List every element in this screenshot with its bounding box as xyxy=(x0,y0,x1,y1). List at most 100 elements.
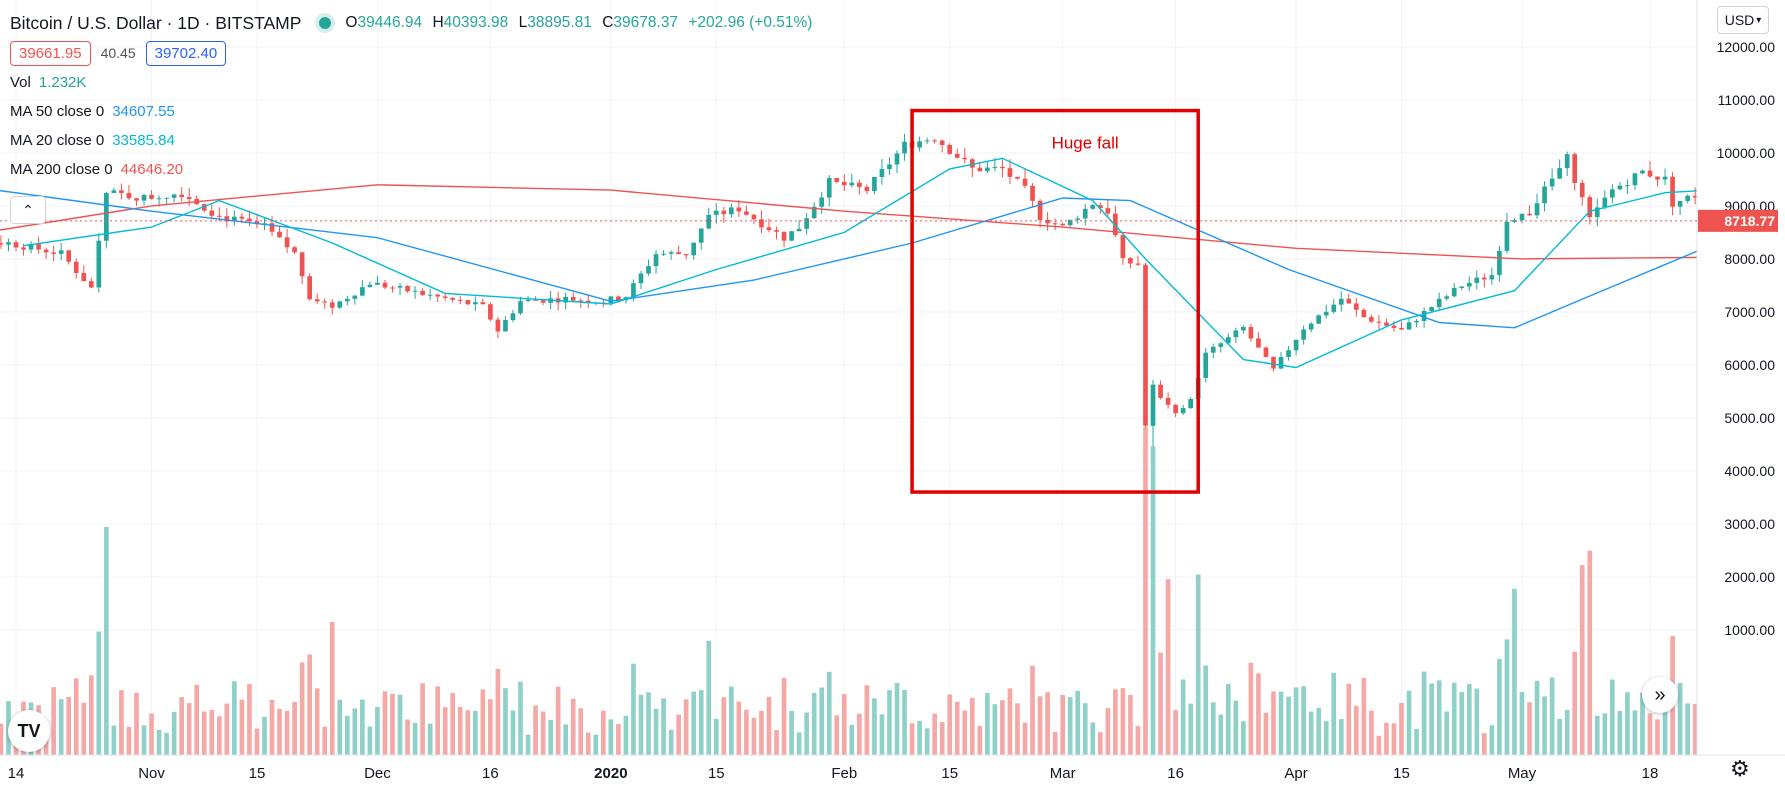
candle xyxy=(1436,292,1442,311)
candle-body xyxy=(1534,203,1540,216)
volume-bar xyxy=(314,688,320,755)
collapse-legend-button[interactable]: ⌃ xyxy=(10,196,46,224)
candle-body xyxy=(1489,275,1495,280)
scroll-to-realtime-button[interactable]: » xyxy=(1642,677,1678,713)
candle-body xyxy=(1504,221,1510,251)
candle xyxy=(585,295,591,309)
symbol-title[interactable]: Bitcoin / U.S. Dollar · 1D · BITSTAMP xyxy=(10,12,302,33)
volume-bar xyxy=(1685,703,1690,755)
gear-icon: ⚙ xyxy=(1730,756,1750,781)
volume-bar xyxy=(1346,683,1352,755)
candle xyxy=(698,228,704,250)
bid-button[interactable]: 39661.95 xyxy=(10,40,91,66)
volume-bar xyxy=(0,723,4,755)
volume-bar xyxy=(58,699,64,755)
volume-bar xyxy=(1256,673,1261,755)
volume-bar xyxy=(902,689,907,755)
candle-body xyxy=(156,198,162,200)
indicator-ma50[interactable]: MA 50 close 0 34607.55 xyxy=(10,97,818,126)
ask-button[interactable]: 39702.40 xyxy=(145,40,227,66)
volume-bar xyxy=(992,704,998,755)
candle-body xyxy=(179,194,184,198)
candle xyxy=(269,216,275,237)
volume-bar xyxy=(721,697,727,755)
candle xyxy=(179,187,184,202)
ma-line xyxy=(23,157,1711,369)
time-tick-label: 15 xyxy=(941,765,958,782)
price-tick-label: 12000.00 xyxy=(1717,39,1776,55)
currency-button[interactable]: USD ▾ xyxy=(1717,6,1769,34)
time-tick-label: 2020 xyxy=(594,765,627,782)
candle-body xyxy=(1165,397,1171,405)
candle xyxy=(405,285,410,293)
candle-body xyxy=(1482,277,1487,280)
price-tick-label: 2000.00 xyxy=(1724,569,1775,585)
volume-bar xyxy=(736,701,742,755)
price-tick-label: 8000.00 xyxy=(1724,251,1775,267)
volume-bar xyxy=(307,654,313,755)
volume-bar xyxy=(1248,662,1254,755)
volume-bar xyxy=(111,725,117,755)
volume-bar xyxy=(1278,691,1284,755)
volume-bar xyxy=(608,719,614,755)
volume-bar xyxy=(427,723,433,755)
annotation-label: Huge fall xyxy=(1052,134,1119,153)
candle xyxy=(872,176,877,195)
candle-body xyxy=(804,218,809,229)
candle-body xyxy=(322,301,328,303)
candle-body xyxy=(21,247,26,250)
candle-body xyxy=(1256,338,1261,348)
volume-bar xyxy=(1489,725,1495,755)
volume-bar xyxy=(841,694,847,755)
volume-bar xyxy=(1143,427,1148,755)
candle xyxy=(954,148,960,159)
volume-bar xyxy=(1542,696,1547,755)
volume-bar xyxy=(894,682,900,755)
volume-bar xyxy=(126,726,132,755)
indicator-ma200[interactable]: MA 200 close 0 44646.20 xyxy=(10,155,818,184)
candle xyxy=(412,286,418,299)
volume-bar xyxy=(631,663,636,755)
candle-body xyxy=(1263,347,1269,357)
candle xyxy=(88,277,94,289)
volume-bar xyxy=(548,719,553,755)
volume-bar xyxy=(367,726,373,755)
tradingview-logo[interactable]: TV xyxy=(8,710,50,752)
volume-bar xyxy=(623,715,629,755)
candle xyxy=(1278,352,1284,370)
candle-body xyxy=(781,231,787,241)
volume-bar xyxy=(239,699,245,755)
price-tick-label: 10000.00 xyxy=(1717,145,1776,161)
volume-bar xyxy=(1225,684,1231,755)
candle xyxy=(427,288,433,301)
candle xyxy=(1316,314,1322,324)
candle xyxy=(774,226,779,240)
indicator-value: 33585.84 xyxy=(112,132,175,149)
volume-bar xyxy=(450,692,456,755)
candle-body xyxy=(360,287,365,296)
volume-bar xyxy=(601,710,606,755)
volume-bar xyxy=(1436,680,1442,755)
volume-bar xyxy=(1466,684,1472,755)
volume-bar xyxy=(909,723,915,755)
volume-bar xyxy=(1579,565,1585,755)
time-tick-label: Mar xyxy=(1050,765,1076,782)
candle xyxy=(1135,255,1141,267)
price-tick-label: 7000.00 xyxy=(1724,304,1775,320)
indicator-ma20[interactable]: MA 20 close 0 33585.84 xyxy=(10,126,818,155)
candle-body xyxy=(1338,298,1344,305)
candle xyxy=(1037,198,1043,228)
candle xyxy=(1617,182,1623,191)
volume-bar xyxy=(1120,688,1126,755)
volume-bar xyxy=(932,713,937,755)
settings-button[interactable]: ⚙ xyxy=(1730,756,1750,782)
volume-bar xyxy=(1557,718,1562,755)
candle xyxy=(1497,245,1502,282)
candle-body xyxy=(1549,178,1555,187)
candle-body xyxy=(1692,195,1698,198)
indicator-volume[interactable]: Vol 1.232K xyxy=(10,68,818,97)
volume-bar xyxy=(488,699,493,755)
candle-body xyxy=(570,296,576,301)
